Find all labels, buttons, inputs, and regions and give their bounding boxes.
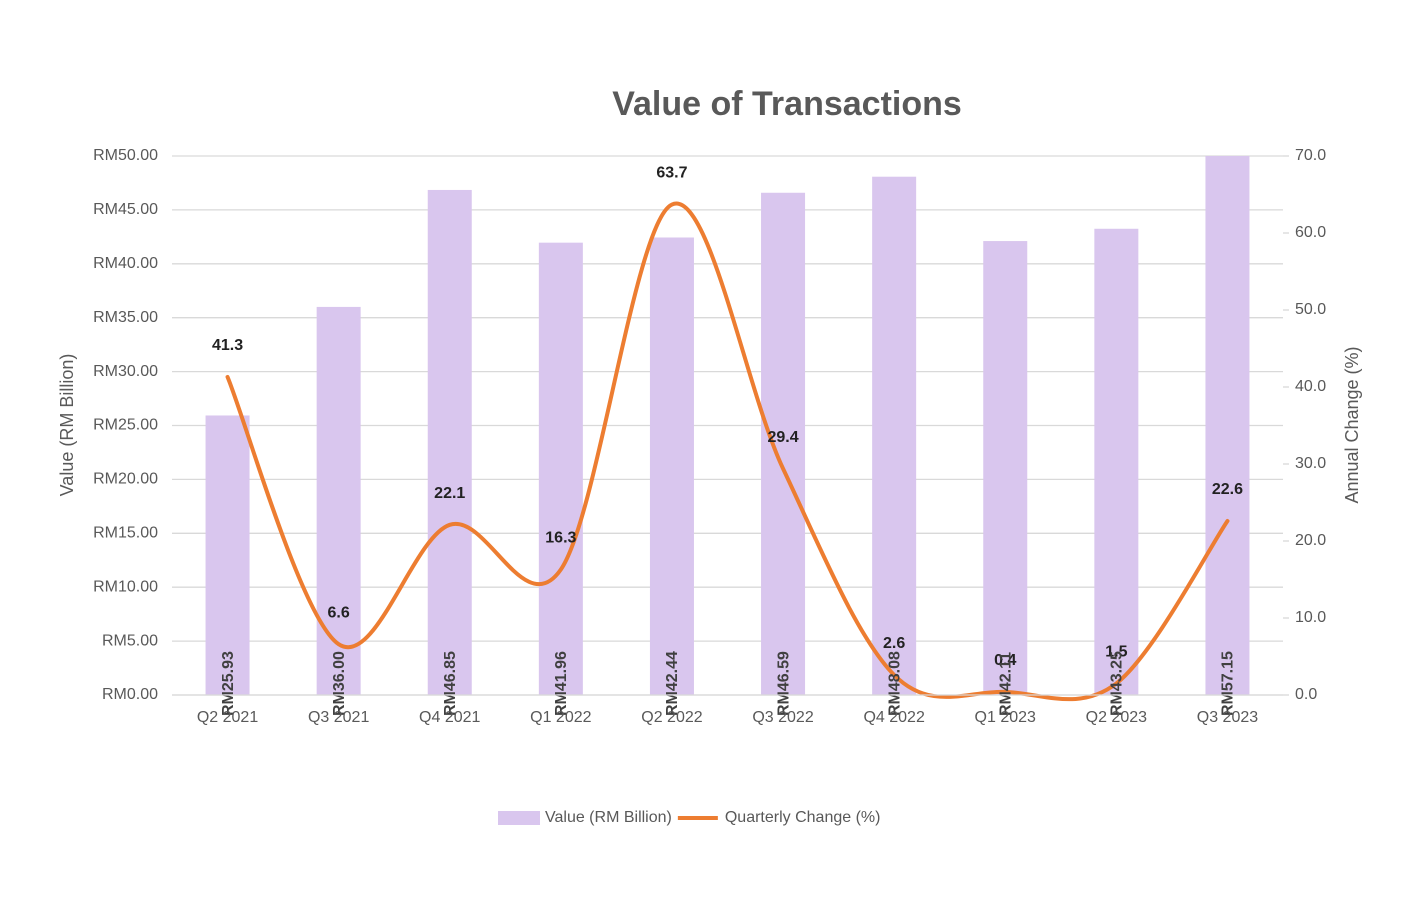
x-tick-label: Q2 2022 [641,709,702,726]
bar-value-label: RM25.93 [220,651,237,716]
y-axis-title: Value (RM Billion) [57,354,77,497]
bar-value-label: RM43.25 [1109,651,1126,716]
line-value-label: 2.6 [883,635,905,652]
y2-tick-label: 70.0 [1295,147,1326,164]
y2-tick-label: 0.0 [1295,686,1317,703]
line-value-label: 22.1 [434,485,465,502]
chart-title: Value of Transactions [612,85,962,123]
bar-value-label: RM36.00 [331,651,348,716]
legend-swatch [498,811,540,825]
plot-area [205,156,1250,696]
bar-value-label: RM46.85 [442,651,459,716]
x-tick-label: Q3 2021 [308,709,369,726]
line-value-label: 22.6 [1212,481,1243,498]
y-tick-label: RM35.00 [93,309,158,326]
y2-tick-label: 40.0 [1295,378,1326,395]
y2-tick-label: 10.0 [1295,609,1326,626]
y2-tick-label: 30.0 [1295,455,1326,472]
line [225,201,1230,702]
line-value-label: 6.6 [328,604,350,621]
line-value-label: 1.5 [1105,644,1127,661]
y-tick-label: RM40.00 [93,255,158,272]
bar [538,242,583,695]
x-tick-label: Q2 2021 [197,709,258,726]
line-value-label: 63.7 [656,165,687,182]
bar-value-label: RM41.96 [553,651,570,716]
y-tick-label: RM25.00 [93,417,158,434]
bar-value-label: RM42.11 [997,652,1014,716]
x-tick-label: Q4 2021 [419,709,480,726]
x-tick-label: Q2 2023 [1086,709,1147,726]
bar-value-label: RM57.15 [1220,651,1237,716]
line-value-label: 41.3 [212,337,243,354]
bar [872,176,917,695]
line-value-label: 29.4 [767,429,798,446]
legend-label: Quarterly Change (%) [725,809,881,826]
y-tick-label: RM45.00 [93,201,158,218]
bar [761,192,806,695]
bar [205,415,250,695]
line-value-label: 0.4 [994,652,1016,669]
bar-value-label: RM42.44 [664,651,681,716]
y2-tick-label: 60.0 [1295,224,1326,241]
y-tick-label: RM15.00 [93,525,158,542]
y2-tick-label: 20.0 [1295,532,1326,549]
bar [1205,156,1250,696]
y-tick-label: RM50.00 [93,147,158,164]
bar-value-label: RM48.08 [886,651,903,716]
y2-tick-label: 50.0 [1295,301,1326,318]
bar [649,237,694,695]
bar-value-label: RM46.59 [775,651,792,716]
line-value-label: 16.3 [545,530,576,547]
x-tick-label: Q4 2022 [863,709,924,726]
y-tick-label: RM30.00 [93,363,158,380]
bar [1094,228,1139,695]
y-tick-label: RM0.00 [102,686,158,703]
y2-axis-title: Annual Change (%) [1342,346,1362,503]
x-tick-label: Q1 2022 [530,709,591,726]
bar [983,241,1028,695]
legend-label: Value (RM Billion) [545,809,672,826]
x-tick-label: Q3 2022 [752,709,813,726]
x-tick-label: Q1 2023 [975,709,1036,726]
y-tick-label: RM5.00 [102,632,158,649]
y-tick-label: RM10.00 [93,578,158,595]
x-tick-label: Q3 2023 [1197,709,1258,726]
bar [316,306,361,695]
bar [427,189,472,695]
y-tick-label: RM20.00 [93,471,158,488]
